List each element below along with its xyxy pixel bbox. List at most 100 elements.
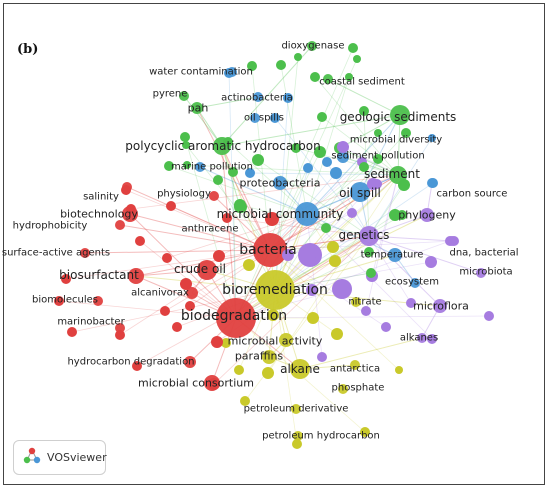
node-dot-69[interactable] — [223, 137, 233, 147]
node-surface-active-agents[interactable] — [80, 248, 90, 258]
node-nitrate[interactable] — [351, 297, 361, 307]
node-dot-37[interactable] — [484, 311, 494, 321]
node-dot-72[interactable] — [367, 178, 379, 190]
node-dot-12[interactable] — [303, 163, 313, 173]
node-dot-40[interactable] — [262, 367, 274, 379]
node-dot-77[interactable] — [270, 113, 280, 123]
node-pyrene[interactable] — [179, 91, 189, 101]
node-dot-87[interactable] — [267, 309, 279, 321]
node-dot-74[interactable] — [373, 154, 383, 164]
node-genetics[interactable] — [359, 226, 379, 246]
node-dot-9[interactable] — [164, 161, 174, 171]
node-dot-91[interactable] — [445, 236, 455, 246]
node-oil-spill[interactable] — [350, 182, 370, 202]
node-dot-11[interactable] — [252, 154, 264, 166]
node-microflora[interactable] — [433, 299, 447, 313]
node-dot-32[interactable] — [381, 322, 391, 332]
node-temperature[interactable] — [388, 248, 402, 262]
node-dot-31[interactable] — [307, 312, 319, 324]
node-dot-18[interactable] — [428, 178, 438, 188]
node-dot-54[interactable] — [132, 361, 142, 371]
node-phosphate[interactable] — [338, 384, 348, 394]
node-alkanes[interactable] — [417, 333, 427, 343]
node-dot-7[interactable] — [180, 132, 190, 142]
node-geologic-sediments[interactable] — [390, 105, 410, 125]
node-dioxygenase[interactable] — [307, 41, 317, 51]
node-biosurfactant[interactable] — [128, 268, 144, 284]
node-ecosystem[interactable] — [410, 278, 420, 288]
node-dot-57[interactable] — [162, 253, 172, 263]
node-dot-80[interactable] — [247, 61, 257, 71]
node-paraffins[interactable] — [262, 350, 276, 364]
node-hydrocarbon-degradation[interactable] — [184, 356, 196, 368]
node-sediment-pollution[interactable] — [337, 151, 349, 163]
node-dot-56[interactable] — [166, 201, 176, 211]
node-dot-10[interactable] — [183, 161, 191, 169]
node-dot-64[interactable] — [265, 212, 279, 226]
vosviewer-badge[interactable]: VOSviewer — [13, 440, 107, 475]
node-dot-81[interactable] — [276, 60, 286, 70]
node-petroleum-derivative[interactable] — [291, 404, 301, 414]
node-bacteria[interactable] — [253, 233, 287, 267]
node-alkane[interactable] — [290, 359, 310, 379]
node-dot-60[interactable] — [67, 327, 77, 337]
node-dot-90[interactable] — [366, 268, 376, 278]
node-dot-44[interactable] — [395, 366, 403, 374]
node-physiology[interactable] — [209, 191, 219, 201]
node-dot-27[interactable] — [329, 255, 341, 267]
node-dot-41[interactable] — [240, 396, 250, 406]
node-dot-75[interactable] — [359, 162, 369, 172]
node-dot-43[interactable] — [360, 427, 370, 437]
node-marinobacter[interactable] — [115, 323, 125, 333]
node-dot-48[interactable] — [172, 322, 182, 332]
node-dot-65[interactable] — [222, 213, 232, 223]
node-dot-3[interactable] — [345, 73, 353, 81]
node-dot-8[interactable] — [182, 141, 190, 149]
node-dot-73[interactable] — [401, 128, 411, 138]
node-crude-oil[interactable] — [197, 260, 217, 280]
node-dot-83[interactable] — [359, 106, 369, 116]
node-dot-17[interactable] — [398, 179, 410, 191]
node-oil-spills[interactable] — [250, 113, 260, 123]
node-dot-58[interactable] — [126, 204, 136, 214]
node-dot-45[interactable] — [234, 365, 244, 375]
node-bioremediation[interactable] — [255, 270, 295, 310]
node-dot-52[interactable] — [160, 306, 170, 316]
node-dot-20[interactable] — [347, 208, 357, 218]
node-alcanivorax[interactable] — [186, 287, 198, 299]
node-dot-13[interactable] — [314, 146, 326, 158]
node-dot-46[interactable] — [221, 338, 231, 348]
node-dot-51[interactable] — [115, 330, 125, 340]
node-microbial-community[interactable] — [295, 202, 319, 226]
node-dot-68[interactable] — [235, 201, 247, 213]
node-dot-82[interactable] — [310, 72, 320, 82]
node-dot-42[interactable] — [292, 439, 302, 449]
node-pah[interactable] — [191, 102, 203, 114]
node-dot-39[interactable] — [427, 334, 437, 344]
node-dot-49[interactable] — [180, 278, 192, 290]
node-dot-78[interactable] — [283, 93, 293, 103]
node-dot-84[interactable] — [397, 210, 407, 220]
node-dot-61[interactable] — [54, 296, 64, 306]
node-hydrophobicity[interactable] — [115, 220, 125, 230]
node-dot-30[interactable] — [331, 328, 343, 340]
node-dot-25[interactable] — [332, 279, 352, 299]
node-dot-63[interactable] — [213, 250, 225, 262]
node-coastal-sediment[interactable] — [323, 74, 333, 84]
node-dot-88[interactable] — [303, 246, 317, 260]
node-dot-4[interactable] — [317, 112, 327, 122]
node-dot-85[interactable] — [364, 247, 374, 257]
node-dot-53[interactable] — [208, 378, 220, 390]
node-biodegradation[interactable] — [216, 298, 256, 338]
node-dot-22[interactable] — [245, 168, 255, 178]
node-dot-2[interactable] — [353, 55, 361, 63]
node-biomolecules[interactable] — [93, 296, 103, 306]
node-dot-67[interactable] — [228, 167, 238, 177]
node-dot-35[interactable] — [406, 298, 416, 308]
node-dot-1[interactable] — [348, 43, 358, 53]
node-dot-33[interactable] — [317, 352, 327, 362]
node-microbial-activity[interactable] — [279, 333, 293, 347]
node-dot-86[interactable] — [327, 241, 339, 253]
node-antarctica[interactable] — [350, 360, 360, 370]
node-marine-pollution[interactable] — [195, 162, 205, 172]
